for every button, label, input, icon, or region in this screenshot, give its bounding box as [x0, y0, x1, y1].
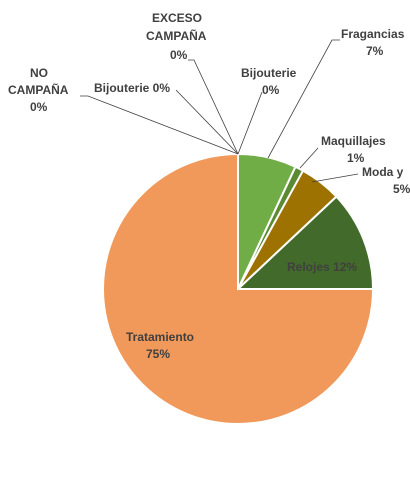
label-no-campana-pct: 0%	[30, 100, 48, 114]
label-exceso-line1: EXCESO	[152, 11, 202, 25]
data-labels: Fragancias 7% Maquillajes 1% Moda y 5% R…	[8, 11, 410, 361]
label-no-campana-line1: NO	[30, 66, 48, 80]
label-bijouterie-top-name: Bijouterie	[241, 66, 297, 80]
leader-bijouterie-top	[237, 91, 263, 155]
label-tratamiento-pct: 75%	[146, 347, 170, 361]
label-moda-pct: 5%	[393, 182, 410, 196]
leader-bijouterie-left	[175, 89, 239, 155]
label-no-campana-line2: CAMPAÑA	[8, 82, 69, 97]
label-bijouterie-left: Bijouterie 0%	[94, 81, 170, 95]
leader-moda	[311, 173, 359, 183]
label-fragancias-name: Fragancias	[341, 27, 405, 41]
label-maquillajes-pct: 1%	[347, 151, 365, 165]
leader-lines	[80, 39, 359, 183]
label-tratamiento-name: Tratamiento	[126, 330, 194, 344]
label-moda-name: Moda y	[362, 165, 404, 179]
leader-maquillajes	[299, 147, 319, 169]
label-fragancias-pct: 7%	[366, 44, 384, 58]
label-bijouterie-top-pct: 0%	[262, 83, 280, 97]
label-maquillajes-name: Maquillajes	[321, 134, 386, 148]
label-exceso-line2: CAMPAÑA	[146, 28, 207, 43]
leader-no-campana	[80, 95, 239, 155]
pie-slices	[102, 152, 375, 425]
label-relojes: Relojes 12%	[287, 260, 357, 274]
pie-slice-tratamiento	[102, 152, 375, 425]
leader-exceso	[188, 59, 239, 155]
pie-slice-relojes	[235, 195, 375, 290]
label-exceso-pct: 0%	[170, 48, 188, 62]
leader-fragancias	[267, 39, 340, 159]
